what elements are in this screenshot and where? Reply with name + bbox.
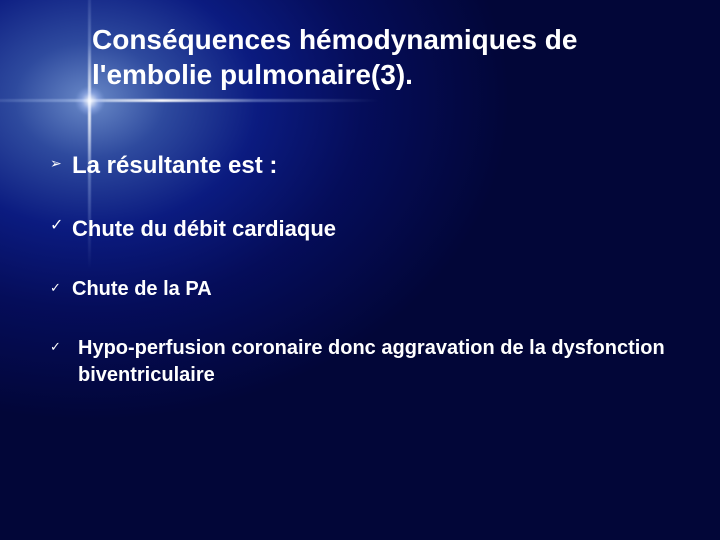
list-item-text: Chute de la PA (72, 276, 680, 303)
list-item: ➢ La résultante est : (50, 150, 680, 182)
slide-body: ➢ La résultante est : ✓ Chute du débit c… (50, 150, 680, 389)
lens-flare-horizontal (0, 99, 380, 102)
slide: Conséquences hémodynamiques de l'embolie… (0, 0, 720, 540)
check-bullet-icon: ✓ (50, 218, 72, 234)
slide-title: Conséquences hémodynamiques de l'embolie… (92, 22, 680, 92)
list-item-text: Chute du débit cardiaque (72, 214, 680, 244)
list-item-text: Hypo-perfusion coronaire donc aggravatio… (78, 335, 680, 389)
list-item: ✓ Chute de la PA (50, 276, 680, 303)
list-item: ✓ Chute du débit cardiaque (50, 214, 680, 244)
list-item-text: La résultante est : (72, 150, 680, 182)
check-bullet-icon: ✓ (50, 340, 72, 353)
arrow-bullet-icon: ➢ (50, 156, 72, 170)
list-item: ✓ Hypo-perfusion coronaire donc aggravat… (50, 335, 680, 389)
check-bullet-icon: ✓ (50, 281, 72, 294)
